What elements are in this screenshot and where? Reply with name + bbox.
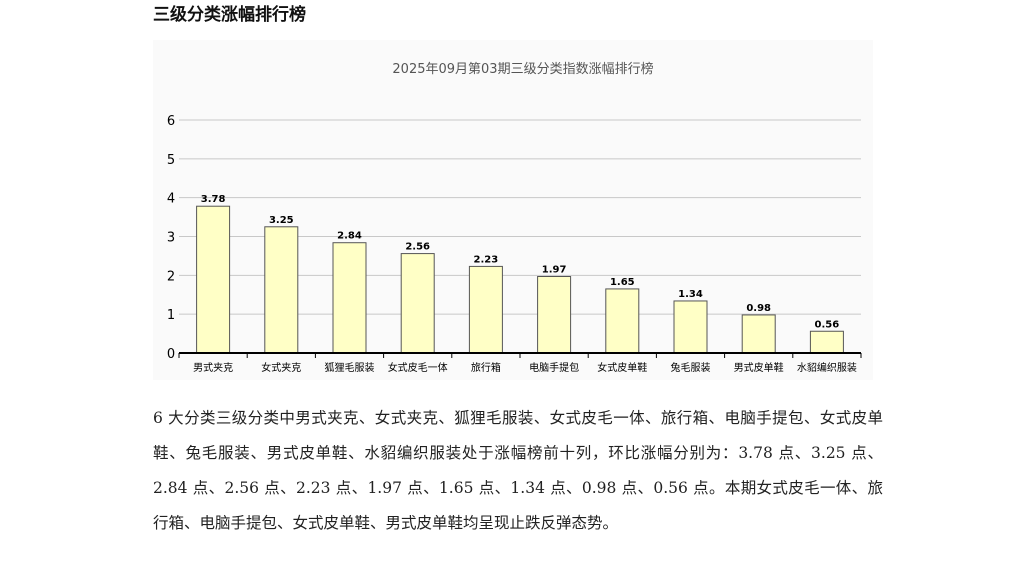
analysis-paragraph: 6 大分类三级分类中男式夹克、女式夹克、狐狸毛服装、女式皮毛一体、旅行箱、电脑手… [153,409,883,532]
data-label: 2.84 [337,231,362,242]
bar-chart: 2025年09月第03期三级分类指数涨幅排行榜 0 1 2 3 4 5 6 3.78 3.25… [153,40,873,380]
bar [400,253,435,354]
bar [468,265,503,354]
data-label: 2.23 [474,254,499,265]
bar [332,242,367,354]
data-label: 1.97 [542,264,567,275]
bars: 3.78 3.25 2.84 2.56 2.23 1.97 1.65 1.34 0.98 0.56 [196,194,844,354]
data-label: 2.56 [405,242,430,253]
bar [809,330,844,354]
category-label: 男式皮单鞋 [734,361,784,374]
chart-title: 2025年09月第03期三级分类指数涨幅排行榜 [392,61,653,77]
category-label: 女式皮单鞋 [597,361,647,374]
y-axis-ticks: 0 1 2 3 4 5 6 [167,114,175,362]
chart-svg: 2025年09月第03期三级分类指数涨幅排行榜 0 1 2 3 4 5 6 3.78 3.25… [167,61,862,374]
data-label: 3.78 [201,194,226,205]
category-label: 女式皮毛一体 [388,361,448,374]
data-label: 1.34 [678,289,703,300]
bar [196,205,231,354]
bar [264,226,299,354]
category-label: 兔毛服装 [671,361,711,374]
data-label: 0.56 [815,319,840,330]
y-tick-label: 3 [167,231,175,246]
bar [741,314,776,354]
y-tick-label: 0 [167,347,175,362]
y-tick-label: 5 [167,153,175,168]
bar [673,300,708,354]
category-label: 狐狸毛服装 [325,361,375,374]
category-label: 水貂编织服装 [797,361,857,374]
category-label: 女式夹克 [261,361,301,374]
y-tick-label: 4 [167,192,175,207]
data-label: 1.65 [610,277,635,288]
y-tick-label: 6 [167,114,175,129]
data-label: 3.25 [269,215,294,226]
category-label: 旅行箱 [471,361,501,374]
y-tick-label: 2 [167,269,175,284]
data-label: 0.98 [746,303,771,314]
x-axis-labels: 男式夹克 女式夹克 狐狸毛服装 女式皮毛一体 旅行箱 电脑手提包 女式皮单鞋 兔毛服装 男式皮单… [193,361,857,374]
category-label: 电脑手提包 [529,361,579,374]
bar [537,275,572,354]
y-tick-label: 1 [167,308,175,323]
axes [178,352,862,358]
section-title: 三级分类涨幅排行榜 [153,5,306,25]
category-label: 男式夹克 [193,361,233,374]
bar [605,288,640,354]
